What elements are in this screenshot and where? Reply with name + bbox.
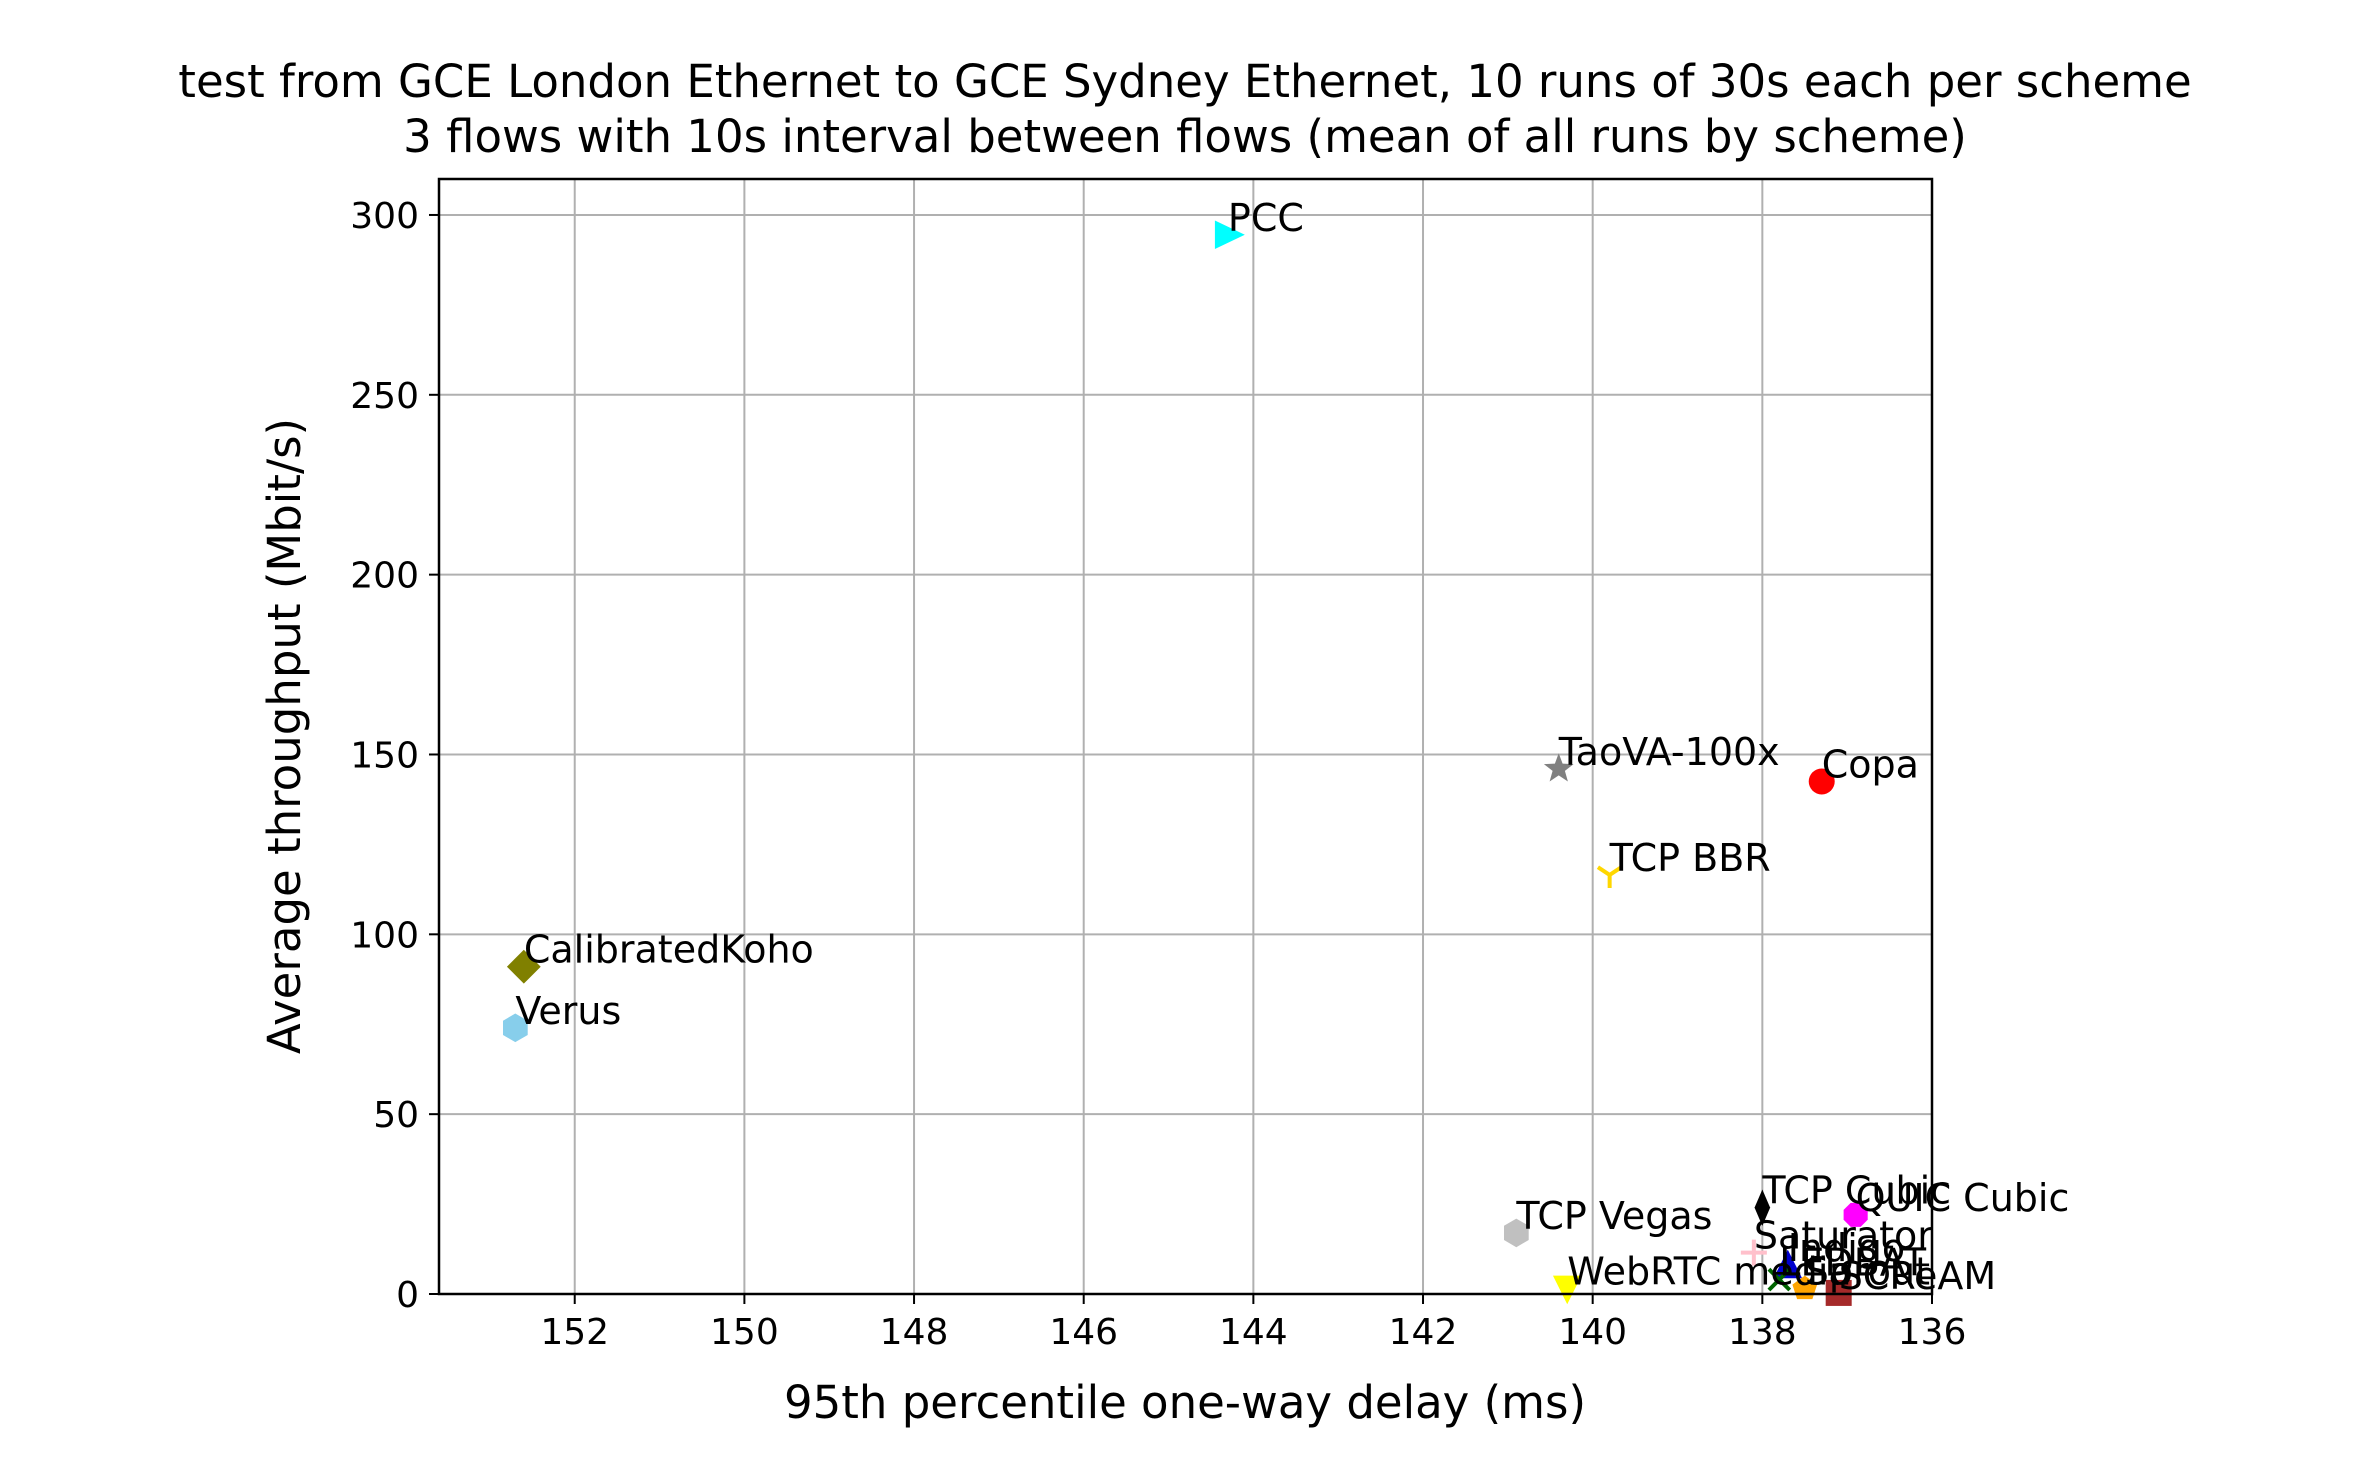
point-tcp-cubic: [1754, 1189, 1771, 1226]
x-axis-ticks: 152 150 148 146 144 142 140 138 136: [540, 1294, 1966, 1353]
grid-lines: [439, 179, 1933, 1295]
point-ledbat: [1767, 1267, 1792, 1292]
chart-title-line-1: test from GCE London Ethernet to GCE Syd…: [178, 55, 2191, 108]
point-quic-cubic: [1843, 1202, 1868, 1227]
label-webrtc-media: WebRTC media: [1567, 1250, 1851, 1294]
point-tcp-bbr: [1596, 865, 1623, 888]
label-tcp-bbr: TCP BBR: [1609, 836, 1771, 880]
label-tcp-cubic: TCP Cubic: [1761, 1169, 1951, 1213]
label-tcp-vegas: TCP Vegas: [1515, 1194, 1712, 1238]
label-saturator: Saturator: [1754, 1214, 1933, 1258]
point-pcc: [1214, 220, 1245, 250]
point-saturator: [1740, 1239, 1767, 1266]
x-axis-label: 95th percentile one-way delay (ms): [784, 1376, 1586, 1429]
point-tcp-vegas: [1504, 1218, 1529, 1248]
y-tick-label: 250: [350, 376, 419, 417]
y-tick-label: 0: [396, 1275, 419, 1316]
point-copa: [1808, 768, 1835, 795]
x-tick-label: 136: [1898, 1312, 1967, 1353]
label-calibratedkoho: CalibratedKoho: [524, 928, 814, 972]
point-indigo: [1773, 1249, 1803, 1279]
label-quic-cubic: QUIC Cubic: [1856, 1176, 2070, 1220]
label-pcc: PCC: [1228, 196, 1304, 240]
label-verus: Verus: [515, 989, 621, 1033]
plot-frame: [437, 177, 1934, 1296]
point-webrtc-media: [1552, 1275, 1582, 1305]
point-verus: [503, 1013, 528, 1043]
y-axis-ticks: 0 50 100 150 200 250 300: [350, 196, 439, 1316]
x-tick-label: 144: [1219, 1312, 1288, 1353]
x-tick-label: 150: [710, 1312, 779, 1353]
label-sprout: Sprout: [1805, 1250, 1930, 1294]
label-taova-100x: TaoVA-100x: [1558, 730, 1780, 774]
x-tick-label: 146: [1049, 1312, 1118, 1353]
y-tick-label: 100: [350, 915, 419, 956]
y-tick-label: 150: [350, 735, 419, 776]
y-axis-label: Average throughput (Mbit/s): [258, 418, 311, 1054]
point-labels: PCC TaoVA-100x Copa TCP BBR CalibratedKoho Ve…: [515, 196, 2069, 1298]
data-points: [503, 220, 1868, 1306]
chart-title-line-2: 3 flows with 10s interval between flows …: [403, 110, 1967, 163]
x-tick-label: 138: [1728, 1312, 1797, 1353]
label-copa: Copa: [1822, 742, 1919, 786]
point-taova-100x: [1543, 753, 1574, 782]
label-scream: SCReAM: [1839, 1254, 1997, 1298]
x-tick-label: 148: [880, 1312, 949, 1353]
x-tick-label: 142: [1389, 1312, 1458, 1353]
point-calibratedkoho: [506, 949, 541, 984]
label-ledbat: LEDBAT: [1779, 1241, 1927, 1285]
label-indigo: Indigo: [1788, 1226, 1905, 1270]
y-tick-label: 200: [350, 556, 419, 597]
x-tick-label: 140: [1558, 1312, 1627, 1353]
y-tick-label: 300: [350, 196, 419, 237]
x-tick-label: 152: [540, 1312, 609, 1353]
y-tick-label: 50: [373, 1095, 419, 1136]
